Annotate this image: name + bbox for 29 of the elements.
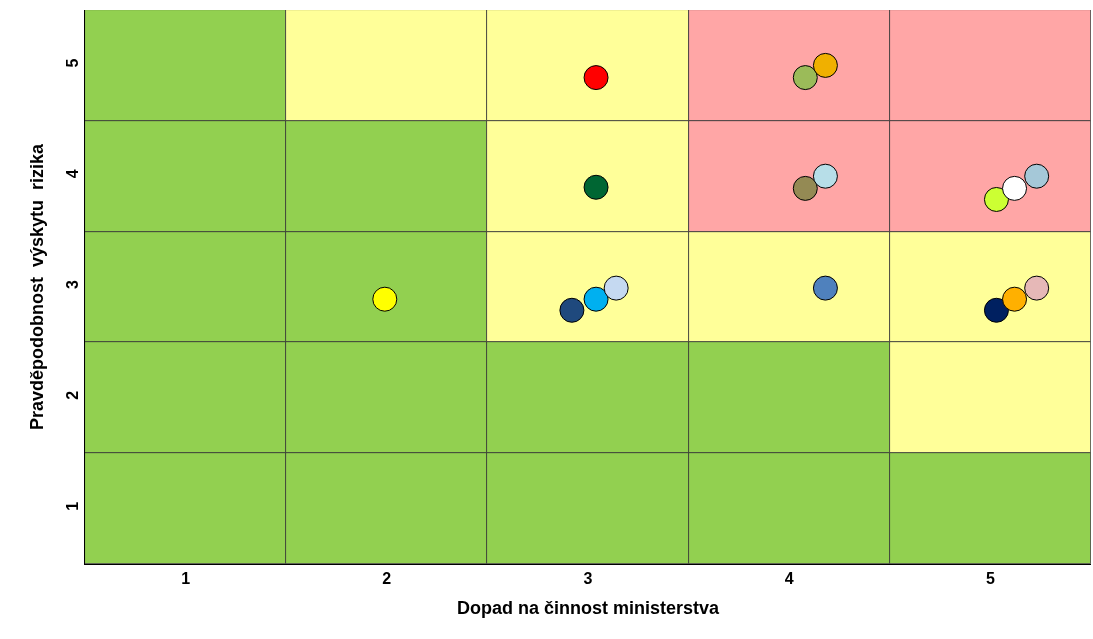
y-tick-label: 3 xyxy=(63,280,81,290)
point xyxy=(812,163,838,189)
x-tick-label: 1 xyxy=(181,570,191,588)
point xyxy=(603,275,629,301)
point xyxy=(1024,275,1050,301)
point xyxy=(792,175,818,201)
point xyxy=(583,286,609,312)
x-axis-title: Dopad na činnost ministerstva xyxy=(456,598,721,619)
point xyxy=(812,52,838,78)
point xyxy=(983,297,1009,323)
x-tick-label: 4 xyxy=(784,570,794,588)
x-tick-label: 5 xyxy=(985,570,995,588)
y-tick-label: 2 xyxy=(63,390,81,400)
point xyxy=(372,286,398,312)
point xyxy=(583,174,609,200)
point xyxy=(1024,163,1050,189)
y-tick-label: 1 xyxy=(63,501,81,511)
point xyxy=(559,297,585,323)
y-tick-label: 5 xyxy=(63,58,81,68)
point xyxy=(583,65,609,91)
point xyxy=(983,186,1009,212)
x-tick-label: 2 xyxy=(382,570,392,588)
point xyxy=(1002,286,1028,312)
point xyxy=(1002,175,1028,201)
point xyxy=(792,65,818,91)
x-tick-label: 3 xyxy=(583,570,593,588)
y-axis-title: Pravděpodobnost výskytu rizika xyxy=(26,142,47,431)
y-tick-label: 4 xyxy=(63,169,81,179)
point xyxy=(812,275,838,301)
